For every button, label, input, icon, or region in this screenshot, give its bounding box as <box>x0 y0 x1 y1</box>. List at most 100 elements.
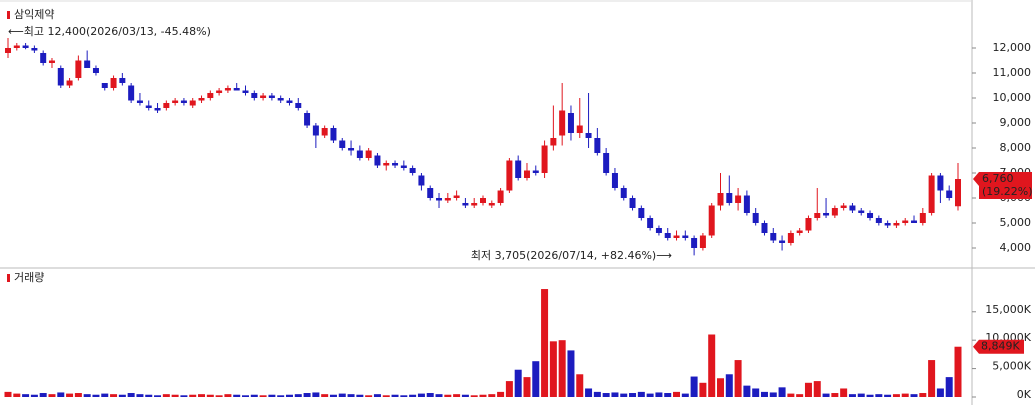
candle-body <box>919 213 926 223</box>
last-change-label: (19.22%) <box>982 185 1033 198</box>
volume-tick-label: 0K <box>1017 388 1032 401</box>
candle-body <box>611 173 618 188</box>
volume-bar <box>242 395 249 397</box>
volume-bar <box>655 392 663 397</box>
candle-body <box>761 223 768 233</box>
candle-body <box>198 98 205 101</box>
volume-bar <box>233 394 241 397</box>
volume-bar <box>101 393 109 397</box>
candle-body <box>532 170 539 173</box>
candle-body <box>128 85 135 101</box>
title-marker <box>7 11 10 19</box>
volume-bar <box>673 391 681 397</box>
volume-bar <box>884 394 892 397</box>
volume-tick-label: 5,000K <box>992 360 1031 373</box>
candle-body <box>92 68 99 73</box>
candle-body <box>805 218 812 231</box>
candle-body <box>304 113 311 126</box>
candle-body <box>260 95 267 98</box>
candle-body <box>268 95 275 98</box>
volume-bar <box>259 395 267 397</box>
volume-bar <box>945 377 953 397</box>
candle-body <box>779 240 786 243</box>
volume-bar <box>409 394 417 397</box>
volume-bar <box>285 394 293 397</box>
volume-bar <box>796 394 804 397</box>
candle-body <box>867 213 874 218</box>
candle-body <box>849 205 856 211</box>
candle-body <box>418 175 425 186</box>
candle-body <box>453 195 460 198</box>
candle-body <box>180 100 187 103</box>
volume-bar <box>699 382 707 397</box>
candle-body <box>576 125 583 133</box>
volume-bar <box>717 378 724 397</box>
y-tick-label: 10,000 <box>993 91 1032 104</box>
candle-body <box>796 230 803 233</box>
candle-body <box>339 140 346 148</box>
volume-bar <box>585 388 593 397</box>
candle-body <box>383 163 390 166</box>
volume-bar <box>171 394 179 397</box>
volume-bar <box>532 361 540 397</box>
volume-bar <box>48 394 56 397</box>
y-tick-label: 11,000 <box>993 66 1032 79</box>
volume-bar <box>760 391 768 397</box>
volume-bar <box>347 394 355 397</box>
candle-body <box>233 88 240 91</box>
candle-body <box>224 88 231 91</box>
volume-bar <box>391 394 399 397</box>
volume-bar <box>4 391 12 397</box>
candle-body <box>506 160 513 191</box>
volume-bar <box>22 394 30 397</box>
low-annotation: 최저 3,705(2026/07/14, +82.46%)⟶ <box>471 249 672 262</box>
volume-bar <box>444 394 452 397</box>
candle-body <box>374 155 381 166</box>
candle-body <box>497 190 504 203</box>
volume-bar <box>725 374 733 397</box>
volume-bar <box>558 340 566 397</box>
candle-body <box>567 113 574 133</box>
volume-bar <box>136 394 144 397</box>
candle-body <box>48 60 55 63</box>
candle-body <box>840 205 847 208</box>
volume-bar <box>268 394 276 397</box>
candle-body <box>189 100 196 106</box>
volume-bar <box>435 394 443 397</box>
candle-body <box>154 108 161 111</box>
candle-body <box>831 208 838 216</box>
candle-body <box>946 190 953 198</box>
candle-body <box>400 165 407 168</box>
volume-bar <box>919 393 927 397</box>
volume-bar <box>822 393 830 397</box>
candle-body <box>937 175 944 191</box>
candle-body <box>444 198 451 201</box>
candle-body <box>13 45 20 48</box>
candle-body <box>251 93 258 98</box>
volume-bar <box>74 393 82 397</box>
volume-bar <box>813 381 821 397</box>
volume-bar <box>417 393 425 397</box>
candle-body <box>770 233 777 241</box>
candle-body <box>823 213 830 216</box>
candle-body <box>216 90 223 93</box>
volume-bar <box>180 395 188 397</box>
candle-body <box>955 179 961 207</box>
volume-bar <box>198 394 206 397</box>
volume-bar <box>936 388 944 397</box>
candle-body <box>594 138 601 153</box>
volume-bar <box>110 394 118 397</box>
candle-body <box>858 210 865 213</box>
volume-bar <box>646 393 654 397</box>
volume-bar <box>954 346 962 397</box>
candle-body <box>559 110 566 136</box>
volume-bar <box>875 394 883 397</box>
volume-bar <box>593 391 601 397</box>
candle-body <box>752 213 759 223</box>
volume-bar <box>664 393 672 397</box>
candle-body <box>145 105 152 108</box>
high-annotation: ⟵최고 12,400(2026/03/13, -45.48%) <box>8 25 211 38</box>
candle-body <box>717 193 724 206</box>
candle-body <box>480 198 486 203</box>
volume-bar <box>400 395 408 397</box>
